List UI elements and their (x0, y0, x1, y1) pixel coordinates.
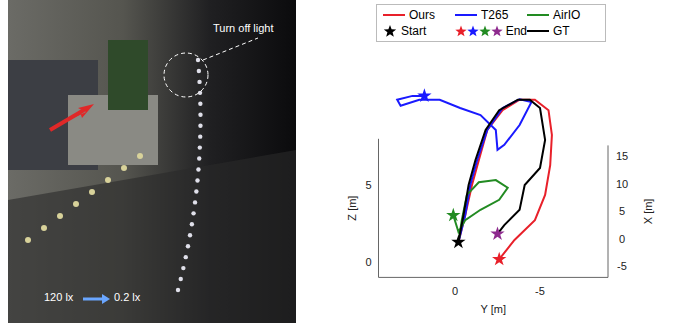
html-text:120 lx: 120 lx (44, 291, 74, 303)
svg-text:15: 15 (616, 150, 628, 162)
svg-text:Z [m]: Z [m] (346, 196, 358, 221)
svg-text:Y [m]: Y [m] (481, 303, 506, 315)
svg-text:10: 10 (616, 178, 628, 190)
html-text:T265: T265 (481, 8, 509, 22)
html-text:GT: GT (553, 24, 570, 38)
svg-text:5: 5 (619, 205, 625, 217)
svg-text:X [m]: X [m] (642, 199, 654, 225)
html-text:AirIO: AirIO (553, 8, 581, 22)
svg-text:0: 0 (365, 256, 371, 268)
html-text:Turn off light: Turn off light (213, 22, 274, 34)
svg-text:-5: -5 (617, 260, 627, 272)
html-text:Start: Start (401, 24, 427, 38)
svg-text:0: 0 (452, 285, 458, 297)
svg-text:0: 0 (619, 233, 625, 245)
html-text:0.2 lx: 0.2 lx (114, 291, 141, 303)
svg-text:5: 5 (365, 179, 371, 191)
svg-text:-5: -5 (535, 285, 545, 297)
html-text:Ours: Ours (409, 8, 435, 22)
html-text:End: End (505, 24, 527, 38)
